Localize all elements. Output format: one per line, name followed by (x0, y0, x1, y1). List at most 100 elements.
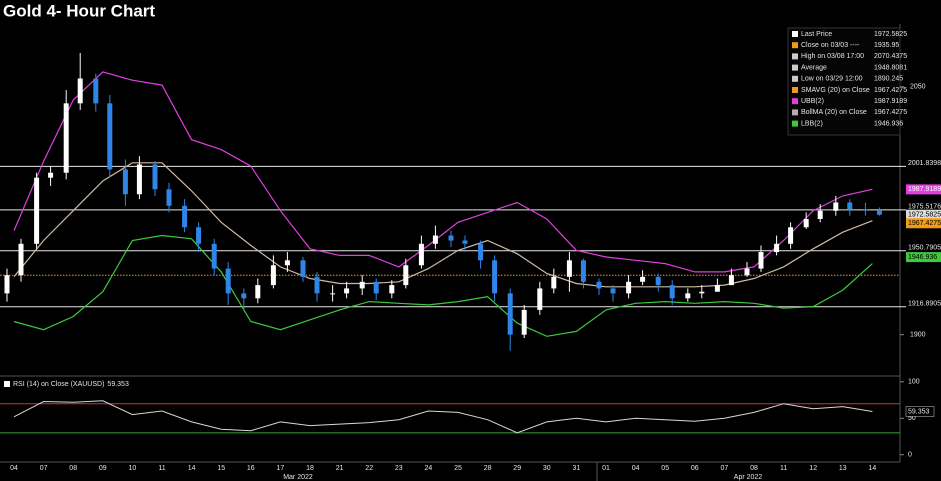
legend-value: 1967.4275 (874, 109, 907, 116)
legend-value: 1987.9189 (874, 98, 907, 105)
x-tick-label: 23 (395, 465, 403, 472)
candle-body (640, 276, 646, 282)
candle-body (758, 252, 764, 269)
y-tick-label: 50 (908, 415, 916, 422)
rsi-legend-swatch (4, 381, 10, 387)
candle-body (359, 281, 365, 289)
legend-swatch (792, 42, 798, 49)
candle-body (344, 288, 350, 294)
candle-body (48, 172, 54, 178)
x-tick-label: 25 (454, 465, 462, 472)
rsi-legend-label: RSI (14) on Close (XAUUSD) (13, 381, 104, 388)
candle-body (107, 103, 113, 170)
reference-label: 1916.8905 (908, 301, 941, 308)
candle-body (462, 240, 468, 244)
legend-label: UBB(2) (801, 98, 824, 105)
price-tag (906, 209, 941, 220)
candle-body (166, 189, 172, 206)
candle-body (788, 227, 794, 244)
candle-body (182, 205, 188, 228)
x-tick-label: 22 (365, 465, 373, 472)
candle-body (432, 235, 438, 244)
x-tick-label: 21 (336, 465, 344, 472)
candle-body (34, 177, 40, 244)
candle-body (93, 78, 99, 104)
candle-body (492, 260, 498, 294)
x-tick-label: 16 (247, 465, 255, 472)
candle-body (876, 210, 882, 215)
price-tag (906, 252, 941, 263)
x-tick-label: 12 (809, 465, 817, 472)
x-tick-label: 07 (721, 465, 729, 472)
legend-label: Last Price (801, 31, 832, 38)
x-tick-label: 15 (217, 465, 225, 472)
legend-swatch (792, 109, 798, 116)
month-label: Mar 2022 (283, 474, 313, 481)
price-tag-label: 1987.9189 (908, 186, 941, 193)
price-tag-label: 1972.5825 (908, 212, 941, 219)
price-tag-label: 1946.936 (908, 254, 937, 261)
legend: Last Price 1972.5825 Close on 03/03 ---- 19… (787, 27, 907, 136)
candle-body (211, 243, 217, 269)
x-tick-label: 13 (839, 465, 847, 472)
candle-body (685, 293, 691, 299)
legend-swatch (792, 120, 798, 127)
legend-label: Close on 03/03 ---- (801, 42, 860, 49)
candle-body (330, 293, 336, 295)
candle-body (255, 285, 261, 299)
legend-swatch (792, 53, 798, 60)
x-tick-label: 08 (750, 465, 758, 472)
candle-body (300, 260, 306, 277)
legend-box (787, 27, 901, 136)
x-tick-label: 14 (188, 465, 196, 472)
candle-body (669, 285, 675, 299)
candle-body (152, 164, 158, 190)
x-tick-label: 31 (573, 465, 581, 472)
x-tick-label: 01 (602, 465, 610, 472)
legend-swatch (792, 31, 798, 37)
candle-body (136, 164, 142, 195)
candle-body (507, 293, 513, 335)
candle-body (418, 243, 424, 266)
candle-body (448, 235, 454, 241)
legend-value: 1972.5825 (874, 31, 907, 38)
x-tick-label: 29 (513, 465, 521, 472)
legend-label: Average (801, 64, 827, 71)
candle-body (4, 275, 10, 294)
rsi-legend-value: 59.353 (107, 381, 129, 388)
x-tick-label: 07 (40, 465, 48, 472)
x-tick-label: 11 (780, 465, 787, 472)
candle-body (566, 260, 572, 277)
x-tick-label: 06 (691, 465, 699, 472)
legend-swatch (792, 64, 798, 71)
x-tick-label: 30 (543, 465, 551, 472)
band-line (13, 234, 873, 337)
x-tick-label: 24 (425, 465, 433, 472)
candle-body (596, 281, 602, 289)
month-label: Apr 2022 (734, 474, 763, 481)
candle-body (626, 281, 632, 294)
candle-body (610, 288, 616, 294)
candle-body (389, 285, 395, 294)
legend-value: 1948.8081 (874, 64, 907, 71)
y-tick-label: 0 (908, 452, 912, 459)
y-tick-label: 1900 (910, 332, 926, 339)
reference-label: 1950.7905 (908, 245, 941, 252)
price-tag (906, 184, 941, 195)
x-tick-label: 05 (661, 465, 669, 472)
legend-value: 1946.936 (874, 120, 903, 127)
legend-label: High on 03/08 17:00 (801, 53, 864, 60)
legend-label: Low on 03/29 12:00 (801, 76, 863, 83)
reference-label: 1975.5176 (908, 204, 941, 211)
candle-body (18, 243, 24, 276)
candle-body (373, 281, 379, 294)
candle-body (728, 275, 734, 286)
candle-body (833, 202, 839, 211)
candle-body (521, 309, 527, 335)
candle-body (270, 265, 276, 286)
x-tick-label: 08 (69, 465, 77, 472)
candle-body (817, 210, 823, 220)
y-tick-label: 2050 (910, 84, 926, 91)
x-tick-label: 04 (10, 465, 18, 472)
